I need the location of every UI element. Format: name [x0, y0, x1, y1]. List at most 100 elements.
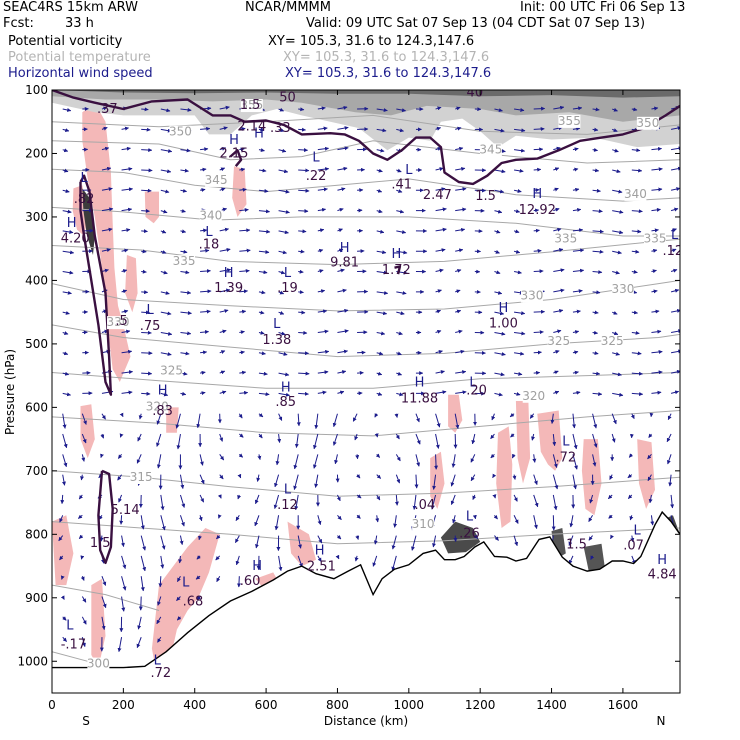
wind-arrow-701 — [631, 371, 643, 376]
wind-arrow-682 — [611, 433, 616, 443]
wind-arrow-406 — [376, 250, 387, 255]
wind-arrow-530 — [472, 494, 477, 500]
theta-label-bg — [199, 209, 222, 223]
wind-arrow-608 — [553, 308, 564, 313]
theta-label: 325 — [601, 334, 624, 348]
wind-arrow-157 — [160, 555, 165, 569]
theta-label: 345 — [479, 142, 502, 156]
wind-arrow-351 — [317, 535, 323, 544]
x-axis-ticks: 0 200 400 600 800 1000 1200 1400 1600 — [48, 90, 638, 712]
wind-arrow-431 — [396, 291, 407, 295]
wind-arrow-745 — [670, 369, 680, 374]
wind-arrow-746 — [670, 390, 680, 395]
wind-arrow-128 — [140, 515, 145, 530]
theta-label: 355 — [240, 98, 263, 112]
wind-arrow-303 — [273, 494, 280, 509]
wind-arrow-742 — [670, 308, 680, 313]
hl-label: L — [312, 151, 320, 166]
pv-contour-2 — [97, 469, 114, 565]
wind-arrow-101 — [119, 515, 124, 525]
wind-arrow-5 — [62, 209, 72, 214]
hl-label: H — [252, 559, 262, 574]
wind-arrow-584 — [533, 248, 542, 253]
theta-line-3 — [52, 206, 680, 237]
hl-label: L — [634, 523, 642, 538]
wind-arrow-545 — [494, 352, 506, 357]
hl-label: L — [66, 619, 74, 634]
wind-arrow-320 — [298, 371, 310, 376]
wind-arrow-183 — [179, 535, 184, 545]
wind-arrow-574 — [513, 494, 518, 502]
hl-label: H — [315, 544, 325, 559]
wind-arrow-570 — [509, 412, 515, 418]
wind-arrow-297 — [278, 372, 290, 377]
wind-arrow-263 — [258, 148, 265, 153]
wind-arrow-176 — [180, 391, 187, 396]
theta-label-bg — [160, 364, 183, 378]
wind-arrow-115 — [141, 249, 147, 254]
wind-arrow-350 — [317, 515, 322, 525]
wind-arrow-468 — [435, 126, 441, 131]
wind-arrow-536 — [494, 169, 506, 174]
wind-arrow-1 — [62, 128, 70, 133]
wind-arrow-422 — [396, 108, 406, 113]
wind-arrow-125 — [136, 454, 142, 464]
wind-arrow-162 — [180, 107, 192, 112]
wind-arrow-86 — [121, 207, 133, 212]
wind-arrow-239 — [239, 147, 245, 152]
wind-arrow-582 — [533, 208, 540, 213]
wind-arrow-698 — [631, 310, 638, 315]
wind-arrow-42 — [81, 413, 87, 425]
wind-arrow-674 — [612, 270, 620, 275]
wind-arrow-92 — [121, 329, 131, 334]
wind-arrow-716 — [651, 207, 661, 212]
wind-arrow-551 — [492, 473, 497, 479]
x-tick-label: 1600 — [608, 698, 639, 712]
wind-arrow-636 — [572, 433, 578, 450]
y-tick-label: 300 — [25, 210, 48, 224]
wind-arrow-543 — [494, 311, 505, 316]
wind-arrow-254 — [238, 453, 244, 458]
wind-arrow-617 — [552, 494, 558, 511]
wind-arrow-559 — [513, 189, 522, 193]
x-axis-label: Distance (km) — [324, 714, 408, 728]
wind-arrow-306 — [278, 555, 283, 572]
wind-arrow-408 — [376, 290, 389, 295]
wind-arrow-296 — [278, 352, 288, 356]
wind-arrow-579 — [533, 147, 544, 152]
wind-arrow-552 — [492, 494, 497, 499]
wind-arrow-398 — [354, 555, 359, 562]
wind-arrow-146 — [160, 331, 173, 336]
wind-arrow-267 — [258, 229, 271, 234]
wind-arrow-667 — [612, 128, 618, 132]
wind-arrow-400 — [376, 128, 387, 133]
wind-arrow-581 — [533, 188, 540, 193]
wind-arrow-4 — [62, 189, 70, 193]
wind-arrow-461 — [415, 433, 421, 445]
wind-arrow-440 — [395, 474, 401, 484]
wind-arrow-404 — [376, 209, 383, 214]
theta-label-bg — [601, 335, 624, 349]
wind-arrow-611 — [553, 370, 559, 375]
hl-label: .18 — [199, 238, 220, 253]
wind-arrow-631 — [572, 330, 580, 334]
org-label: NCAR/MMMM — [245, 0, 331, 15]
wind-arrow-150 — [156, 413, 162, 425]
wind-arrow-395 — [356, 494, 362, 499]
wind-arrow-356 — [337, 166, 348, 171]
wind-arrow-203 — [196, 413, 201, 429]
wind-arrow-160 — [156, 616, 162, 625]
wind-arrow-613 — [550, 413, 555, 424]
wind-arrow-291 — [278, 250, 287, 255]
wind-arrow-466 — [411, 535, 417, 551]
wind-arrow-59 — [101, 207, 114, 212]
wind-arrow-681 — [611, 413, 617, 425]
hl-label: 1.72 — [382, 263, 411, 278]
wind-arrow-245 — [239, 268, 250, 273]
wind-arrow-372 — [336, 494, 341, 502]
theta-label: 310 — [412, 517, 435, 531]
high-wind-shading — [52, 102, 655, 668]
wind-arrow-708 — [629, 515, 634, 521]
wind-arrow-556 — [514, 128, 526, 133]
hl-label: L — [205, 225, 213, 240]
